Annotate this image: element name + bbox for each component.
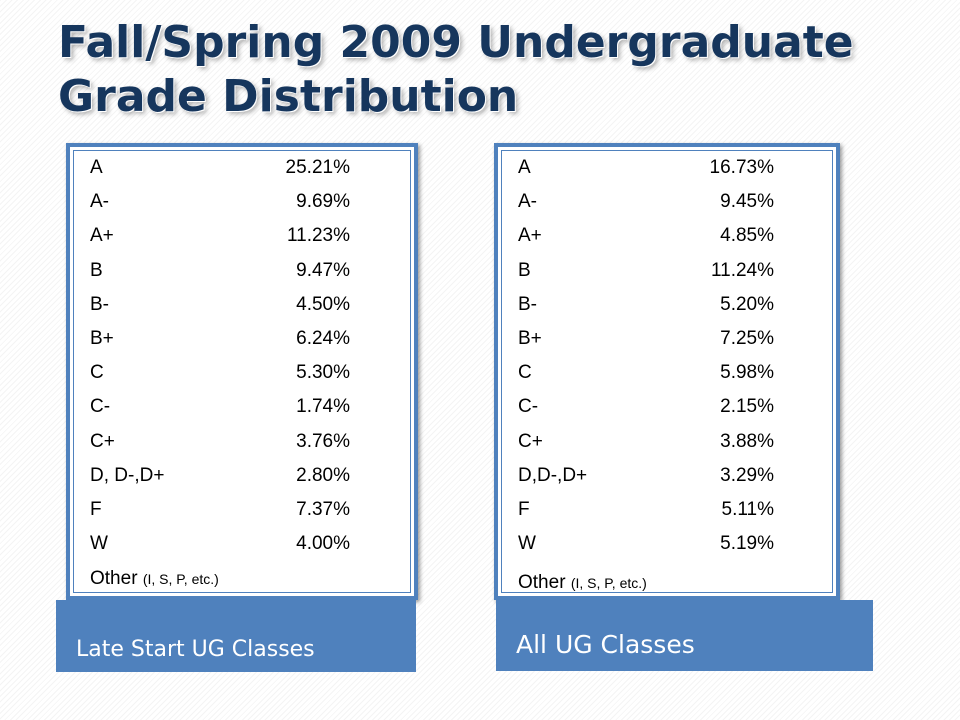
grade-label: C-: [90, 396, 111, 418]
grade-percentage: 2.80%: [296, 464, 350, 486]
grade-percentage: 3.76%: [296, 430, 350, 452]
grade-label: F: [518, 498, 530, 520]
grade-row: B 9.47%: [90, 254, 404, 288]
grade-percentage: 5.19%: [720, 533, 774, 555]
grade-row: D,D-,D+ 3.29%: [518, 459, 826, 493]
grade-row: C+ 3.76%: [90, 425, 404, 459]
grade-percentage: 5.11%: [721, 498, 774, 520]
grade-label: A: [90, 157, 103, 178]
grade-row: C+ 3.88%: [518, 425, 826, 459]
grade-percentage: 9.45%: [720, 191, 774, 213]
grade-percentage: 4.85%: [720, 225, 774, 247]
other-label: Other: [90, 568, 138, 589]
all-ug-label: All UG Classes: [496, 600, 873, 671]
grade-percentage: 3.88%: [720, 430, 774, 452]
grade-list: A 16.73% A- 9.45% A+ 4.85% B 11.24% B- 5.20% B+ 7.2…: [518, 151, 826, 561]
grade-row: B+ 7.25%: [518, 322, 826, 356]
grade-row: A- 9.45%: [518, 185, 826, 219]
grade-row: A 16.73%: [518, 151, 826, 185]
grade-row: F 7.37%: [90, 493, 404, 527]
grade-row: B- 4.50%: [90, 288, 404, 322]
grade-label: D,D-,D+: [518, 464, 588, 486]
grade-label: A-: [518, 191, 537, 213]
grade-percentage: 25.21%: [285, 157, 350, 178]
slide-title: Fall/Spring 2009 Undergraduate Grade Dis…: [58, 17, 854, 122]
grade-row: D, D-,D+ 2.80%: [90, 459, 404, 493]
other-row: Other (I, S, P, etc.): [90, 568, 219, 590]
grade-percentage: 9.47%: [296, 259, 350, 281]
grade-row: A 25.21%: [90, 151, 404, 185]
grade-percentage: 5.30%: [296, 362, 350, 384]
grade-row: F 5.11%: [518, 493, 826, 527]
grade-label: F: [90, 498, 102, 520]
grade-label: A-: [90, 191, 109, 213]
grade-row: A+ 11.23%: [90, 219, 404, 253]
grade-label: A+: [518, 225, 542, 247]
grade-label: A+: [90, 225, 114, 247]
grade-percentage: 5.20%: [720, 293, 774, 315]
all-ug-grade-panel: A 16.73% A- 9.45% A+ 4.85% B 11.24% B- 5.20% B+ 7.2…: [494, 143, 840, 600]
other-row: Other (I, S, P, etc.): [518, 572, 647, 594]
grade-list: A 25.21% A- 9.69% A+ 11.23% B 9.47% B- 4.50% B+ 6.2…: [90, 151, 404, 561]
grade-label: B: [90, 259, 103, 281]
grade-percentage: 4.00%: [296, 533, 350, 555]
grade-row: C- 2.15%: [518, 390, 826, 424]
grade-row: B+ 6.24%: [90, 322, 404, 356]
grade-percentage: 1.74%: [296, 396, 350, 418]
grade-percentage: 5.98%: [720, 362, 774, 384]
grade-label: C: [90, 362, 104, 384]
grade-label: C: [518, 362, 532, 384]
grade-label: A: [518, 157, 531, 178]
grade-label: W: [90, 533, 108, 555]
grade-percentage: 9.69%: [296, 191, 350, 213]
grade-percentage: 16.73%: [709, 157, 774, 178]
grade-row: B- 5.20%: [518, 288, 826, 322]
grade-percentage: 7.25%: [720, 327, 774, 349]
grade-percentage: 11.23%: [286, 225, 350, 247]
grade-percentage: 11.24%: [710, 259, 774, 281]
grade-label: C+: [90, 430, 115, 452]
grade-row: W 5.19%: [518, 527, 826, 561]
late-start-label: Late Start UG Classes: [56, 600, 416, 672]
grade-label: B-: [518, 293, 537, 315]
other-note: (I, S, P, etc.): [142, 571, 219, 587]
grade-row: A+ 4.85%: [518, 219, 826, 253]
grade-percentage: 6.24%: [296, 327, 350, 349]
grade-label: D, D-,D+: [90, 464, 165, 486]
grade-percentage: 4.50%: [296, 293, 350, 315]
grade-row: A- 9.69%: [90, 185, 404, 219]
other-note: (I, S, P, etc.): [570, 575, 647, 591]
grade-row: B 11.24%: [518, 254, 826, 288]
grade-label: B: [518, 259, 531, 281]
grade-label: B+: [518, 327, 542, 349]
grade-label: W: [518, 533, 536, 555]
late-start-grade-panel: A 25.21% A- 9.69% A+ 11.23% B 9.47% B- 4.50% B+ 6.2…: [66, 143, 418, 600]
grade-label: B+: [90, 327, 114, 349]
other-label: Other: [518, 572, 566, 593]
grade-percentage: 3.29%: [720, 464, 774, 486]
grade-label: C+: [518, 430, 543, 452]
grade-row: C 5.98%: [518, 356, 826, 390]
grade-label: C-: [518, 396, 539, 418]
grade-label: B-: [90, 293, 109, 315]
grade-percentage: 2.15%: [720, 396, 774, 418]
grade-row: C- 1.74%: [90, 390, 404, 424]
grade-row: W 4.00%: [90, 527, 404, 561]
grade-percentage: 7.37%: [296, 498, 350, 520]
grade-row: C 5.30%: [90, 356, 404, 390]
